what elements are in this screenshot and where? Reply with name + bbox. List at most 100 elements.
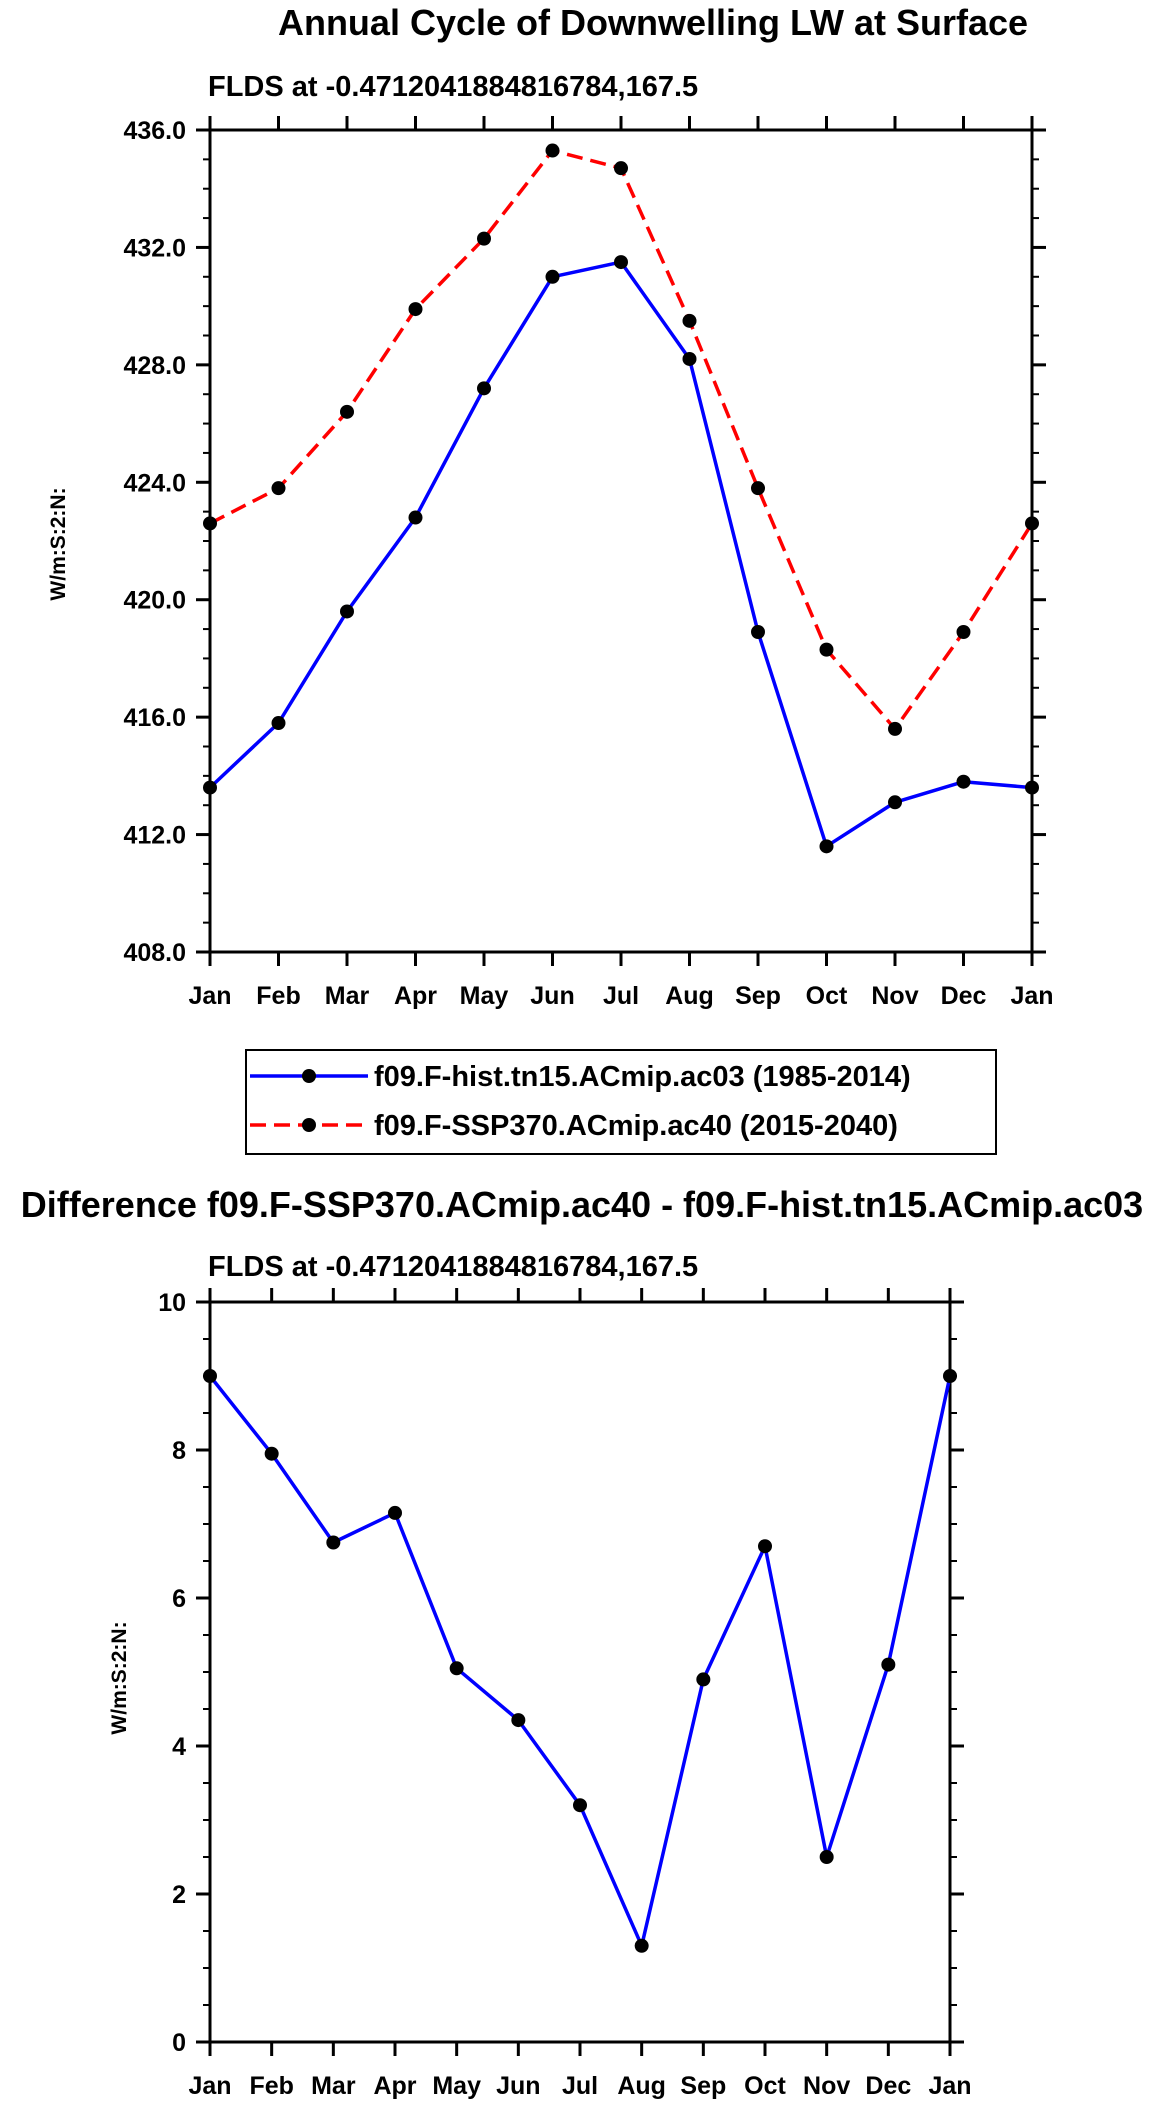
data-point [271, 481, 286, 496]
data-point [203, 1369, 217, 1383]
x-tick-label: Aug [617, 2072, 666, 2100]
y-tick-labels: 0 2 4 6 8 10 [158, 1289, 186, 2057]
y-tick-label: 416.0 [123, 704, 186, 732]
y-tick-label: 432.0 [123, 234, 186, 262]
data-point [881, 1657, 896, 1672]
data-point [819, 839, 834, 854]
data-point [1025, 516, 1039, 531]
x-tick-label: Jan [188, 982, 231, 1010]
data-point [449, 1661, 464, 1676]
x-tick-label: Jan [1010, 982, 1053, 1010]
x-tick-label: Oct [806, 982, 848, 1010]
y-tick-label: 428.0 [123, 352, 186, 380]
x-tick-label: Jun [496, 2072, 540, 2100]
data-point [614, 255, 628, 270]
legend-marker-hist [302, 1069, 316, 1083]
x-tick-label: Feb [256, 982, 300, 1010]
y-tick-label: 6 [172, 1585, 186, 1613]
x-tick-labels: Jan Feb Mar Apr May Jun Jul Aug Sep Oct Nov Dec Jan [188, 982, 1053, 1010]
x-tick-label: Jul [603, 982, 639, 1010]
y-tick-labels: 408.0 412.0 416.0 420.0 424.0 428.0 432.0 436.0 [123, 117, 186, 967]
x-tick-label: Sep [735, 982, 781, 1010]
axis-ticks [196, 116, 1046, 966]
data-point [819, 1850, 834, 1864]
data-point [573, 1798, 587, 1813]
plot-frame [208, 128, 1034, 954]
y-tick-label: 424.0 [123, 469, 186, 497]
x-tick-label: Feb [249, 2072, 293, 2100]
data-point [477, 381, 491, 396]
data-point [264, 1446, 279, 1461]
data-point [477, 231, 491, 246]
y-tick-label: 436.0 [123, 117, 186, 145]
y-tick-label: 10 [158, 1289, 186, 1317]
data-point [545, 269, 560, 284]
legend-label-hist: f09.F-hist.tn15.ACmip.ac03 (1985-2014) [374, 1061, 911, 1093]
series-line-0 [208, 1374, 952, 1948]
data-point [682, 313, 697, 328]
data-point [271, 716, 286, 731]
x-tick-label: Aug [665, 982, 714, 1010]
data-point [634, 1938, 649, 1953]
y-tick-label: 2 [172, 1881, 186, 1909]
x-tick-label: Nov [871, 982, 918, 1010]
data-point [956, 774, 971, 789]
chart-subtitle: FLDS at -0.4712041884816784,167.5 [208, 1251, 698, 1283]
legend-box [245, 1049, 997, 1155]
data-point [408, 302, 423, 317]
data-point [511, 1713, 526, 1728]
data-point [758, 1539, 772, 1554]
x-tick-labels: Jan Feb Mar Apr May Jun Jul Aug Sep Oct Nov Dec Jan [188, 2072, 971, 2100]
legend-label-ssp: f09.F-SSP370.ACmip.ac40 (2015-2040) [374, 1110, 898, 1142]
x-tick-label: Dec [941, 982, 987, 1010]
data-point [388, 1505, 402, 1520]
series-line-0 [208, 260, 1033, 849]
y-tick-label: 0 [172, 2029, 186, 2057]
x-tick-label: Dec [865, 2072, 911, 2100]
data-point [340, 604, 354, 619]
x-tick-label: Jul [562, 2072, 598, 2100]
y-axis-label: W/m:S:2:N: [108, 1621, 131, 1734]
x-tick-label: Jun [530, 982, 574, 1010]
x-tick-label: May [460, 982, 509, 1010]
x-tick-label: May [432, 2072, 481, 2100]
data-point [682, 351, 697, 366]
data-point [408, 510, 423, 525]
y-tick-label: 8 [172, 1437, 186, 1465]
axis-ticks [196, 1288, 964, 2056]
plot-frame [208, 1300, 952, 2044]
data-point [326, 1535, 341, 1550]
x-tick-label: Jan [928, 2072, 971, 2100]
data-point [888, 721, 902, 736]
series-lines [203, 143, 1039, 854]
x-tick-label: Nov [803, 2072, 850, 2100]
chart-annual-cycle: Annual Cycle of Downwelling LW at Surfac… [47, 2, 1054, 1010]
chart-subtitle: FLDS at -0.4712041884816784,167.5 [208, 71, 698, 103]
y-axis-label: W/m:S:2:N: [47, 487, 70, 600]
data-point [888, 795, 902, 810]
x-tick-label: Mar [311, 2072, 356, 2100]
chart-title: Annual Cycle of Downwelling LW at Surfac… [278, 2, 1028, 43]
legend: f09.F-hist.tn15.ACmip.ac03 (1985-2014) f… [245, 1049, 997, 1155]
data-point [696, 1672, 711, 1687]
data-point [340, 404, 354, 419]
x-tick-label: Apr [394, 982, 437, 1010]
y-tick-label: 420.0 [123, 587, 186, 615]
x-tick-label: Jan [188, 2072, 231, 2100]
data-point [751, 625, 765, 640]
x-tick-label: Sep [680, 2072, 726, 2100]
data-point [956, 625, 971, 640]
data-point [751, 481, 765, 496]
chart-title: Difference f09.F-SSP370.ACmip.ac40 - f09… [21, 1184, 1143, 1225]
y-tick-label: 4 [172, 1733, 186, 1761]
chart-difference: Difference f09.F-SSP370.ACmip.ac40 - f09… [21, 1184, 1143, 2100]
y-tick-label: 408.0 [123, 939, 186, 967]
data-point [203, 516, 217, 531]
legend-marker-ssp [302, 1118, 316, 1132]
x-tick-label: Mar [325, 982, 370, 1010]
data-point [203, 780, 217, 795]
series-line-1 [209, 148, 1034, 731]
x-tick-label: Apr [373, 2072, 416, 2100]
data-point [545, 143, 560, 158]
